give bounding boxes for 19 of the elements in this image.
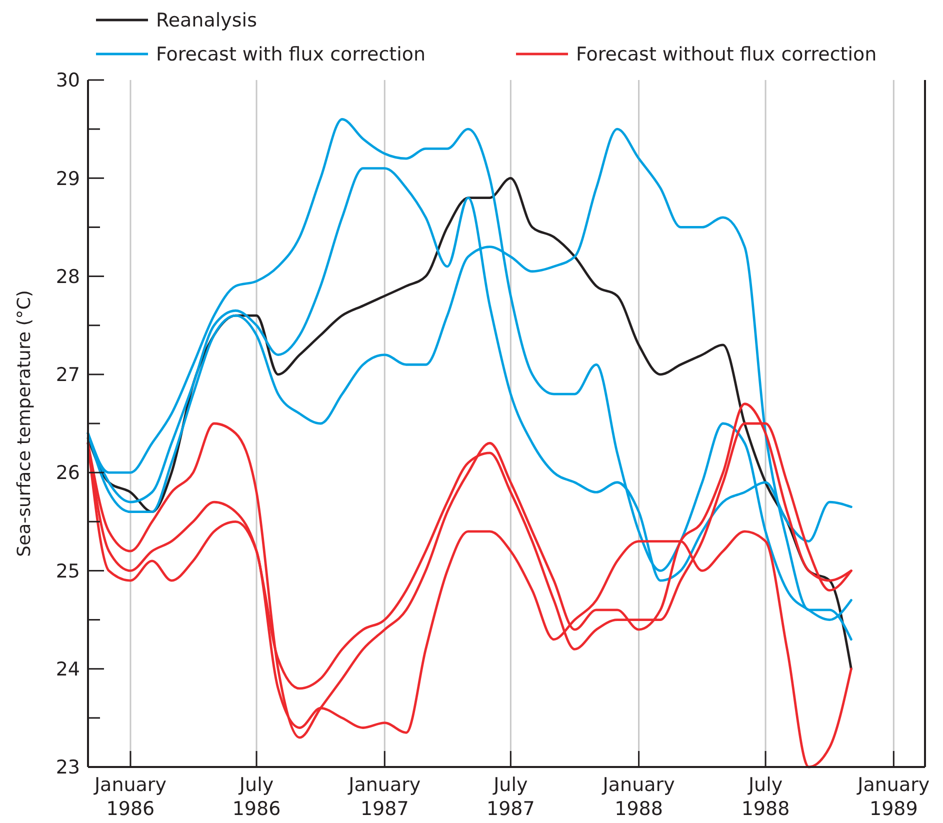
x-tick-label: July 1986 xyxy=(232,774,281,820)
y-tick-label: 24 xyxy=(56,658,80,681)
x-tick-label: January 1988 xyxy=(602,774,675,820)
x-tick-label: July 1987 xyxy=(486,774,535,820)
y-tick-label: 26 xyxy=(56,462,80,484)
y-tick-label: 23 xyxy=(56,756,80,779)
y-tick-label: 29 xyxy=(56,168,80,190)
x-tick-label: January 1986 xyxy=(93,774,166,820)
legend-label: Forecast without flux correction xyxy=(576,44,877,66)
y-axis-title: Sea-surface temperature (°C) xyxy=(14,290,35,557)
y-tick-label: 27 xyxy=(56,364,80,386)
legend-label: Forecast with flux correction xyxy=(156,44,426,66)
y-tick-label: 30 xyxy=(56,70,80,92)
y-tick-label: 28 xyxy=(56,266,80,288)
x-tick-label: January 1987 xyxy=(348,774,421,820)
x-tick-label: January 1989 xyxy=(856,774,930,820)
legend-label: Reanalysis xyxy=(156,10,257,32)
y-tick-label: 25 xyxy=(56,560,80,582)
x-tick-label: July 1988 xyxy=(741,774,790,820)
